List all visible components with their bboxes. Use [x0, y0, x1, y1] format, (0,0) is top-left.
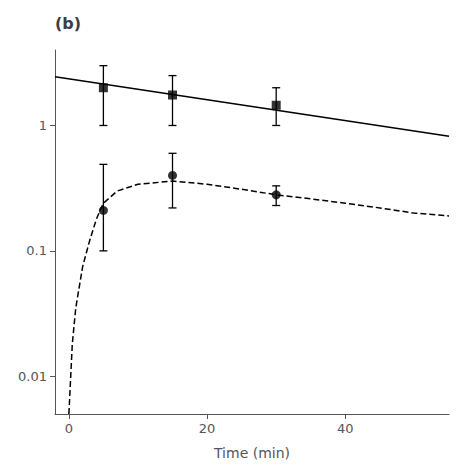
svg-text:1: 1: [39, 118, 47, 133]
svg-text:0.1: 0.1: [26, 243, 47, 258]
svg-text:0: 0: [65, 421, 73, 436]
svg-text:Time (min): Time (min): [213, 445, 290, 461]
svg-text:0.01: 0.01: [18, 369, 47, 384]
svg-text:40: 40: [337, 421, 354, 436]
svg-text:20: 20: [199, 421, 216, 436]
svg-text:(b): (b): [55, 14, 81, 33]
